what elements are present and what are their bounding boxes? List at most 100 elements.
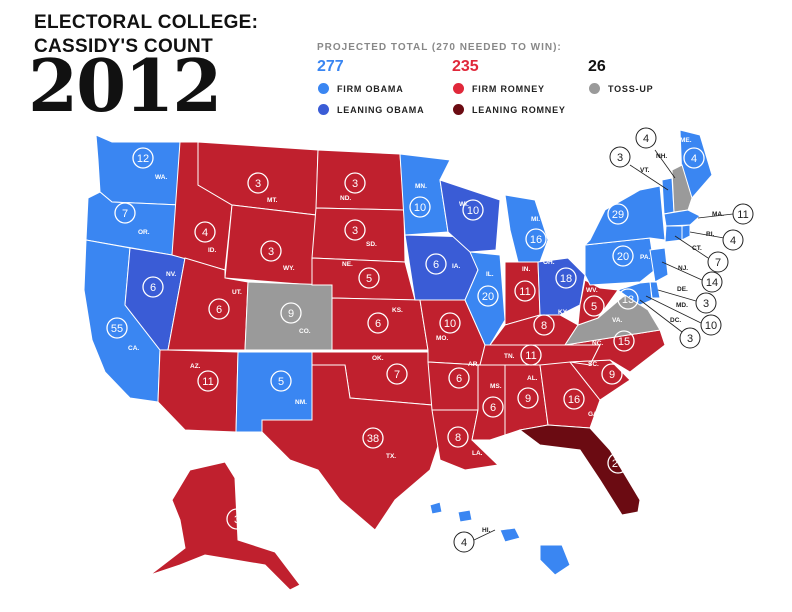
state-abbr-nd: ND. [340, 195, 351, 202]
callout-line-de [657, 289, 697, 302]
ev-count-me: 4 [691, 153, 697, 165]
state-abbr-oh: OH. [543, 259, 555, 266]
state-abbr-la: LA. [472, 450, 483, 457]
state-nd[interactable] [315, 149, 405, 211]
ev-count-or: 7 [122, 208, 128, 220]
callout-line-nj [661, 261, 703, 281]
year-title: 2012 [28, 43, 222, 128]
ev-circle-pa [612, 245, 634, 267]
state-ct[interactable] [664, 225, 683, 243]
state-abbr-nc: NC. [592, 340, 603, 347]
state-abbr-wv: WV. [586, 287, 598, 294]
state-sd[interactable] [311, 207, 406, 263]
ev-count-pa: 20 [617, 251, 629, 263]
state-abbr-nm: NM. [295, 399, 307, 406]
ev-circle-ct [707, 251, 729, 273]
state-wa[interactable] [95, 134, 181, 206]
ev-circle-fl [607, 452, 629, 474]
ev-circle-in [514, 280, 536, 302]
ev-count-co: 9 [288, 308, 294, 320]
ev-circle-nh [635, 127, 657, 149]
state-ny[interactable] [583, 185, 666, 246]
ev-circle-tn [520, 344, 542, 366]
state-abbr-sc: SC. [588, 361, 599, 368]
ev-circle-vt [609, 146, 631, 168]
ev-count-ms: 6 [490, 402, 496, 414]
ev-circle-ga [563, 388, 585, 410]
leaning-obama-label: LEANING OBAMA [337, 105, 425, 115]
state-wi[interactable] [439, 179, 501, 253]
ev-count-nv: 6 [150, 282, 156, 294]
ev-circle-la [447, 426, 469, 448]
ev-count-ma: 11 [737, 209, 748, 221]
ev-count-ak: 3 [234, 514, 240, 526]
state-ak[interactable] [149, 461, 301, 591]
state-abbr-id: ID. [208, 247, 217, 254]
state-abbr-mo: MO. [436, 335, 448, 342]
state-abbr-il: IL. [486, 271, 494, 278]
ev-count-ny: 29 [612, 209, 624, 221]
ev-count-wa: 12 [137, 153, 149, 165]
leaning-romney-label: LEANING ROMNEY [472, 105, 566, 115]
ev-circle-dc [679, 327, 701, 349]
state-abbr-mn: MN. [415, 183, 427, 190]
state-abbr-ks: KS. [392, 307, 403, 314]
state-wy[interactable] [224, 204, 317, 286]
state-ri[interactable] [681, 224, 691, 241]
ev-count-ri: 4 [730, 235, 736, 247]
state-abbr-ma: MA. [712, 211, 724, 218]
state-abbr-sd: SD. [366, 241, 377, 248]
ev-count-nm: 5 [278, 376, 284, 388]
state-hi[interactable] [429, 501, 571, 576]
firm-romney-label: FIRM ROMNEY [472, 84, 545, 94]
state-ga[interactable] [539, 361, 601, 429]
ev-count-wv: 5 [591, 301, 597, 313]
ev-count-ca: 55 [111, 323, 123, 335]
firm-romney-swatch [453, 83, 464, 94]
state-ma[interactable] [663, 209, 701, 227]
state-mi[interactable] [504, 194, 549, 263]
ev-circle-ks [367, 312, 389, 334]
state-abbr-wy: WY. [283, 265, 295, 272]
state-abbr-fl: FL. [630, 479, 640, 486]
state-abbr-mt: MT. [267, 197, 278, 204]
ev-count-ks: 6 [375, 318, 381, 330]
state-abbr-me: ME. [680, 137, 692, 144]
callout-line-nh [654, 149, 676, 179]
ev-circle-de [695, 292, 717, 314]
ev-circle-ky [533, 314, 555, 336]
ev-count-vt: 3 [617, 152, 623, 164]
state-abbr-pa: PA. [640, 254, 651, 261]
state-nh[interactable] [671, 164, 693, 213]
romney-total: 235 [452, 58, 479, 75]
callout-line-md [645, 295, 702, 324]
state-fl[interactable] [518, 424, 641, 516]
state-abbr-ak: AK. [252, 533, 263, 540]
ev-circle-il [477, 285, 499, 307]
callout-line-hi [473, 529, 496, 541]
state-md[interactable] [616, 281, 653, 306]
ev-count-tx: 38 [367, 433, 379, 445]
ev-count-va: 13 [622, 294, 634, 306]
ev-circle-ma [732, 203, 754, 225]
ev-circle-me [683, 147, 705, 169]
ev-count-fl: 29 [612, 458, 624, 470]
ev-circle-md [700, 314, 722, 336]
ev-count-wi: 10 [467, 205, 479, 217]
state-nj[interactable] [649, 247, 669, 283]
tossup-total: 26 [588, 58, 606, 75]
state-tx[interactable] [261, 364, 441, 531]
state-abbr-ok: OK. [372, 355, 384, 362]
state-abbr-ms: MS. [490, 383, 502, 390]
ev-circle-va [617, 288, 639, 310]
ev-circle-nd [344, 172, 366, 194]
ev-circle-ms [482, 396, 504, 418]
title-line-1: ELECTORAL COLLEGE: [34, 12, 259, 33]
state-abbr-wi: WI. [459, 201, 469, 208]
state-nc[interactable] [564, 329, 666, 373]
state-abbr-va: VA. [612, 317, 623, 324]
ev-count-sd: 3 [352, 225, 358, 237]
tossup-swatch [589, 83, 600, 94]
state-abbr-nv: NV. [166, 271, 176, 278]
